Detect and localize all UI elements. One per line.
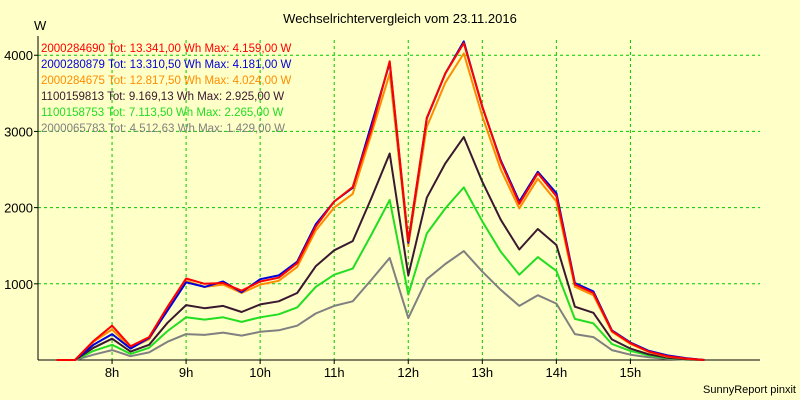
series-line-1100159813 bbox=[56, 136, 705, 361]
x-tick-label: 14h bbox=[546, 365, 568, 380]
legend-entry-2000284690: 2000284690 Tot: 13.341,00 Wh Max: 4.159,… bbox=[41, 43, 292, 55]
series-line-2000284690 bbox=[56, 42, 705, 361]
footer-credit: SunnyReport pinxit bbox=[703, 384, 796, 396]
y-axis-unit-label: W bbox=[34, 18, 47, 33]
legend-entry-2000065783: 2000065783 Tot: 4.512,63 Wh Max: 1.429,0… bbox=[41, 123, 285, 135]
y-tick-label: 3000 bbox=[4, 124, 33, 139]
x-tick-label: 10h bbox=[249, 365, 271, 380]
legend-entry-1100158753: 1100158753 Tot: 7.113,50 Wh Max: 2.265,0… bbox=[41, 107, 283, 119]
y-tick-label: 2000 bbox=[4, 201, 33, 216]
y-tick-label: 1000 bbox=[4, 277, 33, 292]
x-tick-label: 9h bbox=[179, 365, 193, 380]
y-tick-label: 4000 bbox=[4, 48, 33, 63]
chart-title: Wechselrichtervergleich vom 23.11.2016 bbox=[283, 11, 517, 26]
series-line-2000280879 bbox=[56, 40, 705, 361]
x-tick-label: 11h bbox=[324, 365, 345, 380]
x-tick-label: 8h bbox=[105, 365, 119, 380]
legend-entry-2000284675: 2000284675 Tot: 12.817,50 Wh Max: 4.024,… bbox=[41, 75, 292, 87]
x-tick-label: 12h bbox=[397, 365, 419, 380]
legend-entry-2000280879: 2000280879 Tot: 13.310,50 Wh Max: 4.181,… bbox=[41, 59, 292, 71]
x-tick-label: 13h bbox=[471, 365, 493, 380]
series-line-2000065783 bbox=[56, 250, 705, 361]
x-tick-label: 15h bbox=[620, 365, 642, 380]
series-line-1100158753 bbox=[56, 186, 705, 361]
legend-entry-1100159813: 1100159813 Tot: 9.169,13 Wh Max: 2.925,0… bbox=[41, 91, 284, 103]
